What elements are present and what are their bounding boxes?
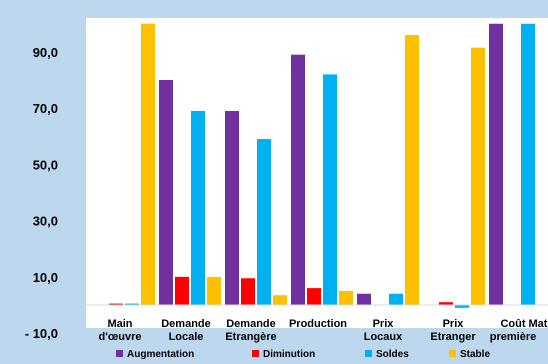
bar-soldes [389,293,403,305]
bar-diminution [175,276,189,305]
legend-label: Diminution [263,349,315,360]
y-tick-label: 90,0 [33,45,58,60]
bar-stable [339,290,353,305]
category-label: Prix [373,318,395,330]
category-label: Etrangère [225,331,276,343]
category-label: Coût [500,318,525,330]
legend: Augmentation Diminution Soldes Stable [116,349,490,360]
bar-soldes [455,305,469,308]
bar-augmentation [225,110,239,305]
bar-stable [471,47,485,305]
bar-diminution [439,302,453,305]
y-tick-label: 30,0 [33,214,58,229]
category-label: d'œuvre [99,331,142,343]
bar-diminution [241,278,255,305]
category-label: Main [107,318,132,330]
legend-swatch [116,350,123,357]
bar-augmentation [291,54,305,305]
bar-stable [273,295,287,305]
category-label: Etranger [430,331,476,343]
y-axis-ticks: 90,0 70,0 50,0 30,0 10,0 - 10,0 [25,45,58,341]
bar-soldes [125,303,139,305]
legend-label: Augmentation [127,349,194,360]
bars [109,23,535,308]
bar-stable [141,23,155,305]
legend-swatch [252,350,259,357]
bar-augmentation [489,23,503,305]
legend-swatch [365,350,372,357]
bar-stable [207,276,221,305]
bar-soldes [323,74,337,305]
legend-label: Stable [460,349,490,360]
category-label: Locale [169,331,204,343]
bar-augmentation [357,293,371,305]
category-label: Demande [161,318,211,330]
legend-swatch [449,350,456,357]
bar-augmentation [159,80,173,305]
category-label: Mat [529,318,548,330]
y-tick-label: 50,0 [33,157,58,172]
bar-diminution [109,303,123,305]
category-label: Production [289,318,347,330]
category-label: Demande [226,318,276,330]
y-tick-label: - 10,0 [25,326,58,341]
bar-stable [405,35,419,305]
bar-soldes [257,139,271,305]
legend-label: Soldes [376,349,409,360]
x-axis-categories: Maind'œuvreDemandeLocaleDemandeEtrangère… [99,318,548,343]
y-tick-label: 10,0 [33,270,58,285]
bar-soldes [191,110,205,305]
category-label: Locaux [364,331,403,343]
y-tick-label: 70,0 [33,101,58,116]
bar-diminution [307,288,321,305]
category-label: première [490,331,536,343]
bar-soldes [521,23,535,305]
category-label: Prix [443,318,465,330]
